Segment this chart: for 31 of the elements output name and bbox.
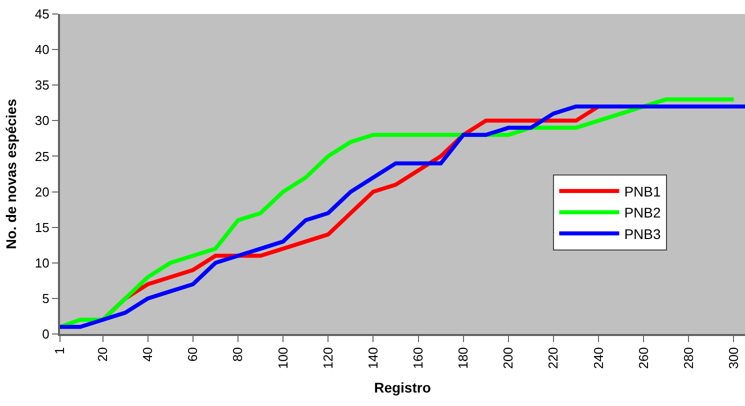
y-tick-label: 20 xyxy=(34,184,50,200)
x-tick-label: 80 xyxy=(230,347,246,362)
legend-label: PNB2 xyxy=(624,204,661,221)
x-tick-label: 260 xyxy=(636,347,651,369)
y-tick-label: 0 xyxy=(42,326,50,342)
x-tick-label: 200 xyxy=(500,347,516,369)
x-tick-label: 240 xyxy=(590,347,606,369)
x-tick-label: 60 xyxy=(185,347,200,362)
x-tick-label: 160 xyxy=(410,347,426,369)
x-tick-label: 1 xyxy=(52,347,68,354)
y-tick-label: 45 xyxy=(34,6,50,22)
y-tick-label: 30 xyxy=(34,113,50,128)
x-tick-label: 40 xyxy=(140,347,156,362)
legend-label: PNB3 xyxy=(624,226,661,242)
y-tick-label: 40 xyxy=(34,42,50,58)
x-axis-title: Registro xyxy=(374,380,431,396)
x-tick-label: 180 xyxy=(456,347,471,369)
y-tick-label: 15 xyxy=(34,220,50,235)
y-tick-label: 25 xyxy=(34,148,50,164)
x-tick-label: 100 xyxy=(275,347,290,369)
x-tick-label: 140 xyxy=(365,347,380,369)
y-tick-label: 35 xyxy=(34,78,50,93)
x-tick-label: 280 xyxy=(680,347,696,369)
y-tick-label: 5 xyxy=(42,290,50,306)
y-tick-label: 10 xyxy=(34,255,50,270)
x-tick-label: 220 xyxy=(546,347,561,369)
x-tick-label: 20 xyxy=(95,347,110,362)
legend-label: PNB1 xyxy=(624,183,661,200)
x-tick-label: 300 xyxy=(726,347,741,369)
y-axis-title: No. de novas espécies xyxy=(3,98,20,250)
x-tick-label: 120 xyxy=(320,347,336,369)
